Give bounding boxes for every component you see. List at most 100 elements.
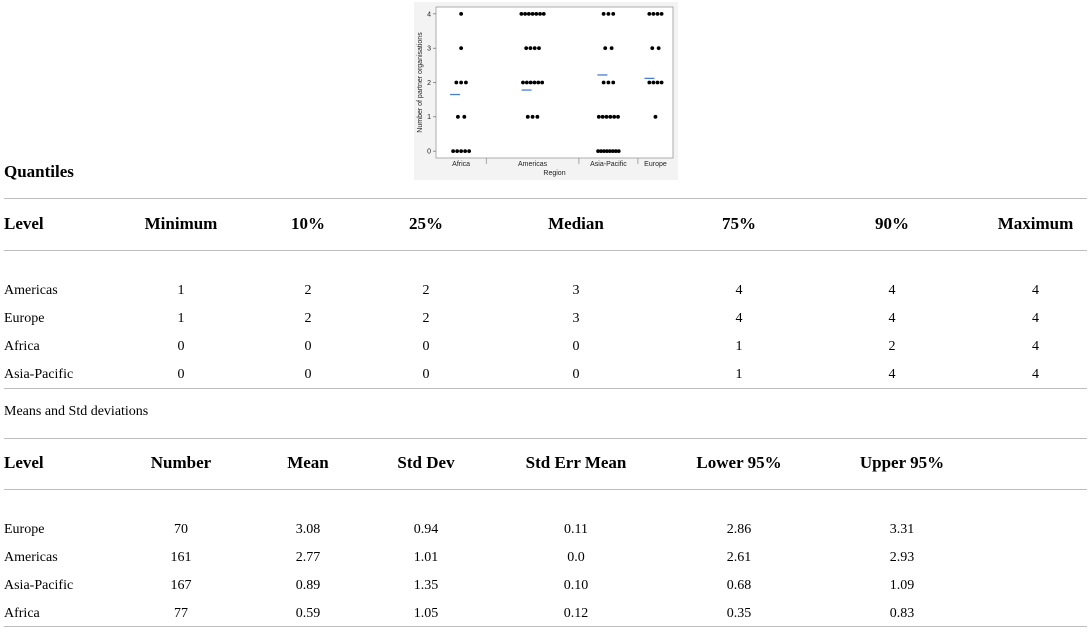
- means-level-cell: Europe: [4, 522, 45, 537]
- means-value-cell: 3.31: [889, 522, 915, 537]
- data-point: [611, 80, 616, 85]
- data-point: [651, 11, 656, 16]
- quantiles-value-cell: 0: [177, 339, 185, 354]
- y-tick-label: 3: [427, 46, 431, 53]
- quantiles-header-row: Level Minimum 10% 25% Median 75% 90% Maximum: [0, 199, 1091, 249]
- data-point: [596, 149, 600, 154]
- quantiles-value-cell: 0: [572, 339, 580, 354]
- quantiles-value-cell: 0: [304, 367, 312, 382]
- data-point: [611, 11, 616, 16]
- means-value-cell: 2.77: [295, 550, 321, 565]
- means-value-cell: 0.83: [889, 606, 915, 621]
- data-point: [612, 114, 617, 119]
- data-point: [659, 80, 664, 85]
- data-point: [538, 11, 542, 16]
- quantiles-value-cell: 4: [888, 367, 896, 382]
- data-point: [532, 46, 537, 51]
- data-point: [530, 114, 535, 119]
- means-header-std-err-mean: Std Err Mean: [525, 453, 627, 472]
- data-point: [601, 11, 606, 16]
- data-point: [519, 11, 524, 16]
- means-value-cell: 0.10: [563, 578, 589, 593]
- quantiles-value-cell: 3: [572, 311, 580, 326]
- data-point: [459, 11, 464, 16]
- data-point: [530, 11, 535, 16]
- quantiles-header-90: 90%: [875, 214, 909, 233]
- means-header-std-dev: Std Dev: [397, 453, 455, 472]
- x-axis: Africa Americas Asia-Pacific Europe: [452, 158, 667, 168]
- quantiles-level-cell: Africa: [4, 339, 40, 354]
- scatter-chart-svg: 0 1 2 3 4 Africa Americas Asia-Pacific Europe R…: [417, 6, 674, 177]
- means-header-rule: [4, 489, 1087, 490]
- means-value-cell: 0.35: [726, 606, 752, 621]
- means-header-number: Number: [150, 453, 212, 472]
- means-value-cell: 167: [170, 578, 192, 593]
- data-point: [608, 114, 613, 119]
- means-row: Europe 70 3.08 0.94 0.11 2.86 3.31: [0, 516, 1000, 544]
- data-point: [655, 11, 660, 16]
- data-point: [605, 149, 609, 154]
- quantiles-value-cell: 2: [422, 311, 430, 326]
- means-table: Level Number Mean Std Dev Std Err Mean Lower …: [0, 438, 1000, 628]
- means-value-cell: 0.0: [567, 550, 585, 565]
- quantiles-table: Level Minimum 10% 25% Median 75% 90% Maximum Am…: [0, 199, 1091, 389]
- x-tick-label: Asia-Pacific: [590, 161, 627, 168]
- means-top-rule: [4, 438, 1087, 439]
- data-point: [464, 80, 468, 85]
- data-point: [647, 11, 652, 16]
- y-tick-label: 2: [427, 80, 431, 87]
- data-point: [535, 114, 540, 119]
- data-point: [463, 149, 468, 154]
- quantiles-value-cell: 1: [735, 339, 743, 354]
- y-axis: 0 1 2 3 4: [427, 11, 436, 156]
- data-point: [467, 149, 472, 154]
- quantiles-header-minimum: Minimum: [144, 214, 218, 233]
- data-point: [525, 114, 530, 119]
- quantiles-value-cell: 1: [735, 367, 743, 382]
- data-point: [647, 80, 652, 85]
- x-tick-label: Americas: [518, 161, 548, 168]
- data-points: [451, 11, 664, 154]
- mean-markers: [450, 74, 655, 96]
- means-header-mean: Mean: [287, 453, 329, 472]
- means-header-level: Level: [4, 453, 44, 472]
- data-point: [603, 46, 608, 51]
- quantiles-level-cell: Europe: [4, 311, 45, 326]
- data-point: [650, 46, 655, 51]
- y-tick-label: 4: [427, 11, 431, 18]
- data-point: [602, 149, 606, 154]
- means-value-cell: 2.61: [726, 550, 752, 565]
- means-value-cell: 77: [174, 606, 188, 621]
- quantiles-bottom-rule: [4, 388, 1087, 389]
- data-point: [613, 149, 618, 154]
- data-point: [526, 11, 531, 16]
- y-axis-title: Number of partner organisations: [417, 32, 424, 133]
- data-point: [601, 80, 606, 85]
- data-point: [537, 46, 541, 51]
- x-axis-title: Region: [543, 170, 565, 177]
- data-point: [616, 114, 620, 119]
- data-point: [610, 149, 615, 154]
- data-point: [540, 80, 545, 85]
- quantiles-header-maximum: Maximum: [997, 214, 1074, 233]
- data-point: [536, 80, 541, 85]
- quantiles-value-cell: 4: [1032, 283, 1039, 298]
- data-point: [532, 80, 537, 85]
- means-value-cell: 0.89: [295, 578, 321, 593]
- quantiles-level-cell: Americas: [4, 283, 58, 298]
- data-point: [528, 46, 533, 51]
- means-row: Americas 161 2.77 1.01 0.0 2.61 2.93: [0, 544, 1000, 572]
- quantiles-value-cell: 4: [888, 283, 896, 298]
- quantiles-value-cell: 4: [888, 311, 896, 326]
- data-point: [600, 114, 605, 119]
- means-value-cell: 0.12: [563, 606, 589, 621]
- means-value-cell: 0.11: [564, 522, 588, 537]
- data-point: [606, 11, 611, 16]
- means-row: Asia-Pacific 167 0.89 1.35 0.10 0.68 1.09: [0, 572, 1000, 600]
- quantiles-value-cell: 4: [735, 283, 743, 298]
- data-point: [607, 149, 612, 154]
- quantiles-title: Quantiles: [4, 162, 74, 181]
- data-point: [454, 80, 459, 85]
- quantiles-value-cell: 4: [1032, 311, 1039, 326]
- data-point: [455, 149, 460, 154]
